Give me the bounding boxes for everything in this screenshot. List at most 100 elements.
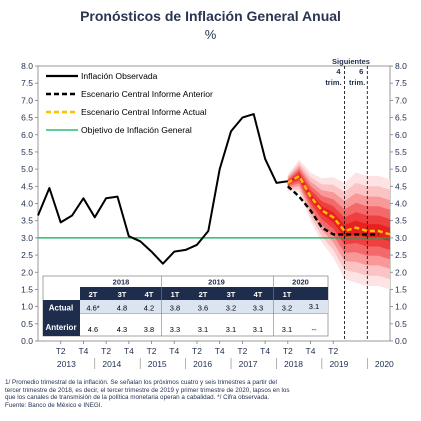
- annotation-trim: trim.: [349, 78, 365, 87]
- table-cell-anterior: 4.3: [117, 325, 127, 334]
- y-tick-label-left: 1.5: [21, 284, 33, 294]
- table-quarter-header: 2T: [199, 290, 208, 299]
- table-cell-actual: 3.8: [170, 304, 180, 313]
- x-quarter-label: T4: [260, 346, 270, 356]
- y-tick-label-right: 3.0: [395, 233, 407, 243]
- x-quarter-label: T4: [306, 346, 316, 356]
- x-quarter-label: T2: [283, 346, 293, 356]
- previous-scenario-line: [286, 185, 379, 236]
- table-cell-anterior: --: [312, 325, 317, 334]
- table-cell-actual: 3.2: [226, 304, 236, 313]
- chart-title: Pronósticos de Inflación General Anual: [80, 8, 341, 24]
- y-tick-label-right: 0.5: [395, 319, 407, 329]
- y-tick-label-right: 7.0: [395, 95, 407, 105]
- table-quarter-header: 1T: [171, 290, 180, 299]
- observed-inflation-line: [37, 113, 288, 265]
- footnote-line: que los canales de transmisión de la pol…: [5, 394, 270, 402]
- annotation-4: 4: [336, 67, 341, 76]
- table-year-header: 2018: [113, 278, 130, 287]
- x-year-label: 2019: [329, 359, 348, 369]
- y-tick-label-left: 0.5: [21, 319, 33, 329]
- x-quarter-label: T2: [101, 346, 111, 356]
- table-cell-actual: 4.8: [117, 304, 127, 313]
- y-tick-label-right: 5.0: [395, 164, 407, 174]
- x-quarter-label: T2: [237, 346, 247, 356]
- footnote-line: tercer trimestre de 2018, es decir, el t…: [5, 386, 290, 394]
- table-cell-actual: 3.3: [253, 304, 263, 313]
- chart-subtitle: %: [204, 27, 217, 42]
- y-tick-label-left: 3.0: [21, 233, 33, 243]
- y-tick-label-left: 4.5: [21, 181, 33, 191]
- table-cell-anterior: 3.1: [226, 325, 236, 334]
- y-tick-label-left: 2.0: [21, 267, 33, 277]
- fan-band: [287, 174, 390, 242]
- y-tick-label-left: 5.5: [21, 147, 33, 157]
- x-year-label: 2016: [193, 359, 212, 369]
- y-tick-label-left: 6.5: [21, 113, 33, 123]
- table-cell-actual: 3.1: [309, 302, 319, 311]
- annotation-6: 6: [359, 67, 363, 76]
- x-quarter-label: T2: [147, 346, 157, 356]
- annotation-trim: trim.: [325, 78, 341, 87]
- annotation-siguientes: Siguientes: [332, 57, 370, 66]
- table-cell-actual: 4.6*: [86, 304, 99, 313]
- y-tick-label-left: 2.5: [21, 250, 33, 260]
- x-quarter-label: T4: [78, 346, 88, 356]
- y-tick-label-right: 1.5: [395, 284, 407, 294]
- table-year-header: 2020: [292, 278, 309, 287]
- y-tick-label-right: 6.5: [395, 113, 407, 123]
- x-year-label: 2014: [102, 359, 121, 369]
- table-quarter-header: 3T: [118, 290, 127, 299]
- legend-label: Objetivo de Inflación General: [81, 125, 192, 135]
- x-year-label: 2017: [239, 359, 258, 369]
- table-quarter-header: 3T: [227, 290, 236, 299]
- table-quarter-header-bg: [80, 287, 328, 300]
- y-tick-label-right: 7.5: [395, 78, 407, 88]
- y-tick-label-right: 0.0: [395, 336, 407, 346]
- table-cell-actual: 3.2: [282, 304, 292, 313]
- y-tick-label-right: 4.0: [395, 199, 407, 209]
- x-year-label: 2013: [57, 359, 76, 369]
- table-actual-row-bg: [80, 300, 328, 314]
- y-tick-label-right: 3.5: [395, 216, 407, 226]
- y-tick-label-right: 2.0: [395, 267, 407, 277]
- table-row-label-anterior: Anterior: [45, 323, 76, 332]
- footnote-line: Fuente: Banco de México e INEGI.: [5, 401, 103, 409]
- table-cell-anterior: 4.6: [88, 325, 98, 334]
- footnote: 1/ Promedio trimestral de la inflación. …: [5, 379, 413, 409]
- table-cell-anterior: 3.1: [198, 325, 208, 334]
- x-year-label: 2020: [375, 359, 394, 369]
- x-quarter-label: T4: [124, 346, 134, 356]
- table-row-label-actual: Actual: [49, 304, 73, 313]
- y-tick-label-left: 6.0: [21, 130, 33, 140]
- table-cell-actual: 3.6: [198, 304, 208, 313]
- y-tick-label-right: 8.0: [395, 61, 407, 71]
- x-quarter-label: T2: [56, 346, 66, 356]
- legend-label: Escenario Central Informe Actual: [81, 107, 207, 117]
- table-cell-anterior: 3.1: [282, 325, 292, 334]
- y-tick-label-left: 0.0: [21, 336, 33, 346]
- y-tick-label-left: 4.0: [21, 199, 33, 209]
- y-tick-label-right: 1.0: [395, 302, 407, 312]
- table-quarter-header: 2T: [89, 290, 98, 299]
- x-quarter-label: T4: [169, 346, 179, 356]
- y-tick-label-left: 7.5: [21, 78, 33, 88]
- y-tick-label-left: 3.5: [21, 216, 33, 226]
- footnote-line: 1/ Promedio trimestral de la inflación. …: [5, 379, 277, 386]
- table-cell-actual: 4.2: [144, 304, 154, 313]
- table-quarter-header: 4T: [254, 290, 263, 299]
- table-quarter-header: 4T: [145, 290, 154, 299]
- y-tick-label-left: 5.0: [21, 164, 33, 174]
- legend-label: Inflación Observada: [81, 71, 158, 81]
- table-cell-anterior: 3.1: [253, 325, 263, 334]
- table-cell-anterior: 3.3: [170, 325, 180, 334]
- y-tick-label-right: 4.5: [395, 181, 407, 191]
- x-year-label: 2015: [148, 359, 167, 369]
- table-year-header: 2019: [208, 278, 225, 287]
- y-tick-label-right: 2.5: [395, 250, 407, 260]
- x-quarter-label: T4: [215, 346, 225, 356]
- table-row-label-bg: [43, 300, 80, 336]
- table-quarter-header: 1T: [283, 290, 292, 299]
- y-tick-label-left: 8.0: [21, 61, 33, 71]
